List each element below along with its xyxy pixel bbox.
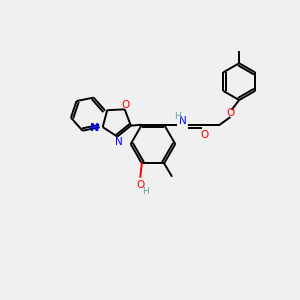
Text: O: O (201, 130, 209, 140)
Text: N: N (115, 137, 123, 147)
Text: H: H (174, 112, 181, 121)
Text: N: N (179, 116, 186, 126)
Text: O: O (136, 180, 145, 190)
Text: O: O (227, 109, 235, 118)
Text: O: O (121, 100, 129, 110)
Text: N: N (90, 123, 99, 134)
Text: H: H (142, 187, 149, 196)
